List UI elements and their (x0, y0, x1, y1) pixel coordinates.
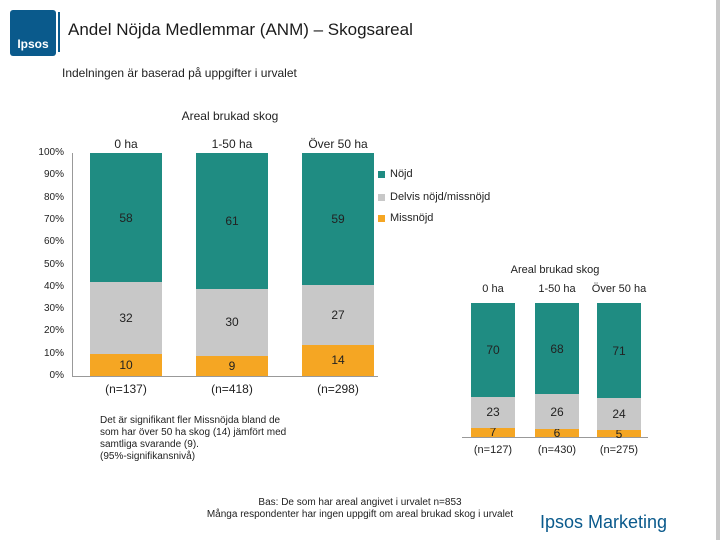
small-bar-segment-n-jd (471, 303, 515, 397)
y-tick-label: 0% (49, 370, 64, 381)
y-tick-label: 40% (43, 280, 64, 292)
small-bar-value-label: 71 (612, 343, 626, 358)
x-axis-line (72, 376, 378, 377)
bar-value-label: 14 (331, 353, 345, 368)
brand-name: Ipsos Marketing (540, 512, 668, 532)
footer-base-note: Bas: De som har areal angivet i urvalet … (180, 497, 540, 521)
legend-item-satisfied: Nöjd (378, 168, 413, 180)
bar-segment-missn-jd (196, 355, 268, 376)
note-line: (95%-signifikansnivå) (100, 451, 196, 462)
small-x-axis-line (462, 437, 648, 438)
y-tick-label: 80% (43, 191, 64, 203)
ipsos-logo: Ipsos (10, 10, 56, 56)
small-category-label: 0 ha (482, 283, 504, 295)
small-bar-value-label: 6 (553, 425, 561, 440)
bar-segment-n-jd (90, 153, 162, 283)
bar-value-label: 61 (225, 214, 239, 228)
small-sample-size-label: (n=127) (473, 444, 513, 456)
y-tick-label: 30% (43, 303, 64, 315)
small-bar-value-label: 24 (612, 407, 626, 422)
bar-value-label: 30 (225, 315, 239, 330)
footer-line: Många respondenter har ingen uppgift om … (206, 509, 514, 520)
bar-value-label: 10 (119, 357, 133, 372)
bar-value-label: 9 (228, 358, 236, 373)
y-tick-label: 90% (43, 169, 64, 181)
y-tick-label: 20% (43, 325, 64, 337)
small-bar-segment-n-jd (535, 303, 579, 395)
small-bar-segment-delvis-n-jd-missn-jd (471, 396, 515, 428)
bar-segment-missn-jd (90, 353, 162, 376)
bar-segment-delvis-n-jd-missn-jd (302, 284, 374, 345)
bar-value-label: 58 (119, 210, 133, 225)
main-chart-title: Areal brukad skog (181, 109, 279, 123)
page-subtitle: Indelningen är baserad på uppgifter i ur… (62, 66, 297, 80)
legend-swatch-neutral (378, 193, 385, 201)
bar-segment-n-jd (196, 153, 268, 290)
small-bar-value-label: 7 (489, 425, 497, 440)
note-line: som har över 50 ha skog (14) jämfört med (100, 427, 287, 438)
small-bar-segment-missn-jd (471, 427, 515, 437)
footer-line: Bas: De som har areal angivet i urvalet … (258, 497, 462, 508)
note-line: samtliga svarande (9). (100, 439, 199, 450)
legend-swatch-dissatisfied (378, 214, 385, 222)
small-bar-segment-missn-jd (535, 428, 579, 437)
y-tick-label: 70% (43, 213, 64, 225)
small-bar-segment-delvis-n-jd-missn-jd (535, 394, 579, 429)
small-bar-value-label: 5 (615, 426, 623, 441)
small-sample-size-label: (n=275) (599, 444, 639, 456)
bar-segment-n-jd (302, 153, 374, 285)
small-bar-value-label: 23 (486, 405, 500, 420)
y-tick-label: 50% (43, 258, 64, 270)
significance-note: Det är signifikant fler Missnöjda bland … (100, 415, 330, 463)
category-label: 0 ha (114, 137, 138, 151)
bar-value-label: 32 (119, 311, 133, 326)
right-edge-strip (716, 0, 720, 540)
bar-value-label: 27 (331, 307, 345, 322)
small-bar-segment-missn-jd (597, 430, 641, 437)
category-label: 1-50 ha (211, 137, 253, 151)
sample-size-label: (n=418) (211, 382, 253, 396)
logo-divider (58, 12, 60, 52)
y-axis-line (72, 153, 73, 376)
small-bar-value-label: 68 (550, 341, 564, 356)
bar-value-label: 59 (331, 211, 345, 226)
bar-segment-delvis-n-jd-missn-jd (90, 282, 162, 354)
small-category-label: Över 50 ha (591, 283, 647, 295)
small-bar-value-label: 26 (550, 404, 564, 419)
y-tick-label: 100% (38, 147, 64, 158)
legend-swatch-satisfied (378, 170, 385, 178)
small-category-label: 1-50 ha (538, 283, 576, 295)
small-sample-size-label: (n=430) (537, 444, 577, 456)
category-label: Över 50 ha (308, 137, 368, 151)
small-bar-segment-delvis-n-jd-missn-jd (597, 398, 641, 431)
y-tick-label: 10% (43, 347, 64, 359)
legend-item-dissatisfied: Missnöjd (378, 212, 433, 224)
bar-segment-missn-jd (302, 344, 374, 376)
legend-label: Nöjd (390, 168, 413, 180)
small-bar-value-label: 70 (486, 342, 500, 357)
sample-size-label: (n=137) (105, 382, 147, 396)
note-line: Det är signifikant fler Missnöjda bland … (100, 415, 281, 426)
small-bar-segment-n-jd (597, 303, 641, 399)
page-title: Andel Nöjda Medlemmar (ANM) – Skogsareal (68, 20, 413, 39)
legend-item-neutral: Delvis nöjd/missnöjd (378, 191, 490, 203)
sample-size-label: (n=298) (317, 382, 359, 396)
y-tick-label: 60% (43, 236, 64, 248)
bar-segment-delvis-n-jd-missn-jd (196, 289, 268, 356)
small-chart-title: Areal brukad skog (510, 264, 600, 276)
legend-label: Delvis nöjd/missnöjd (390, 191, 491, 203)
legend-label: Missnöjd (390, 212, 434, 224)
